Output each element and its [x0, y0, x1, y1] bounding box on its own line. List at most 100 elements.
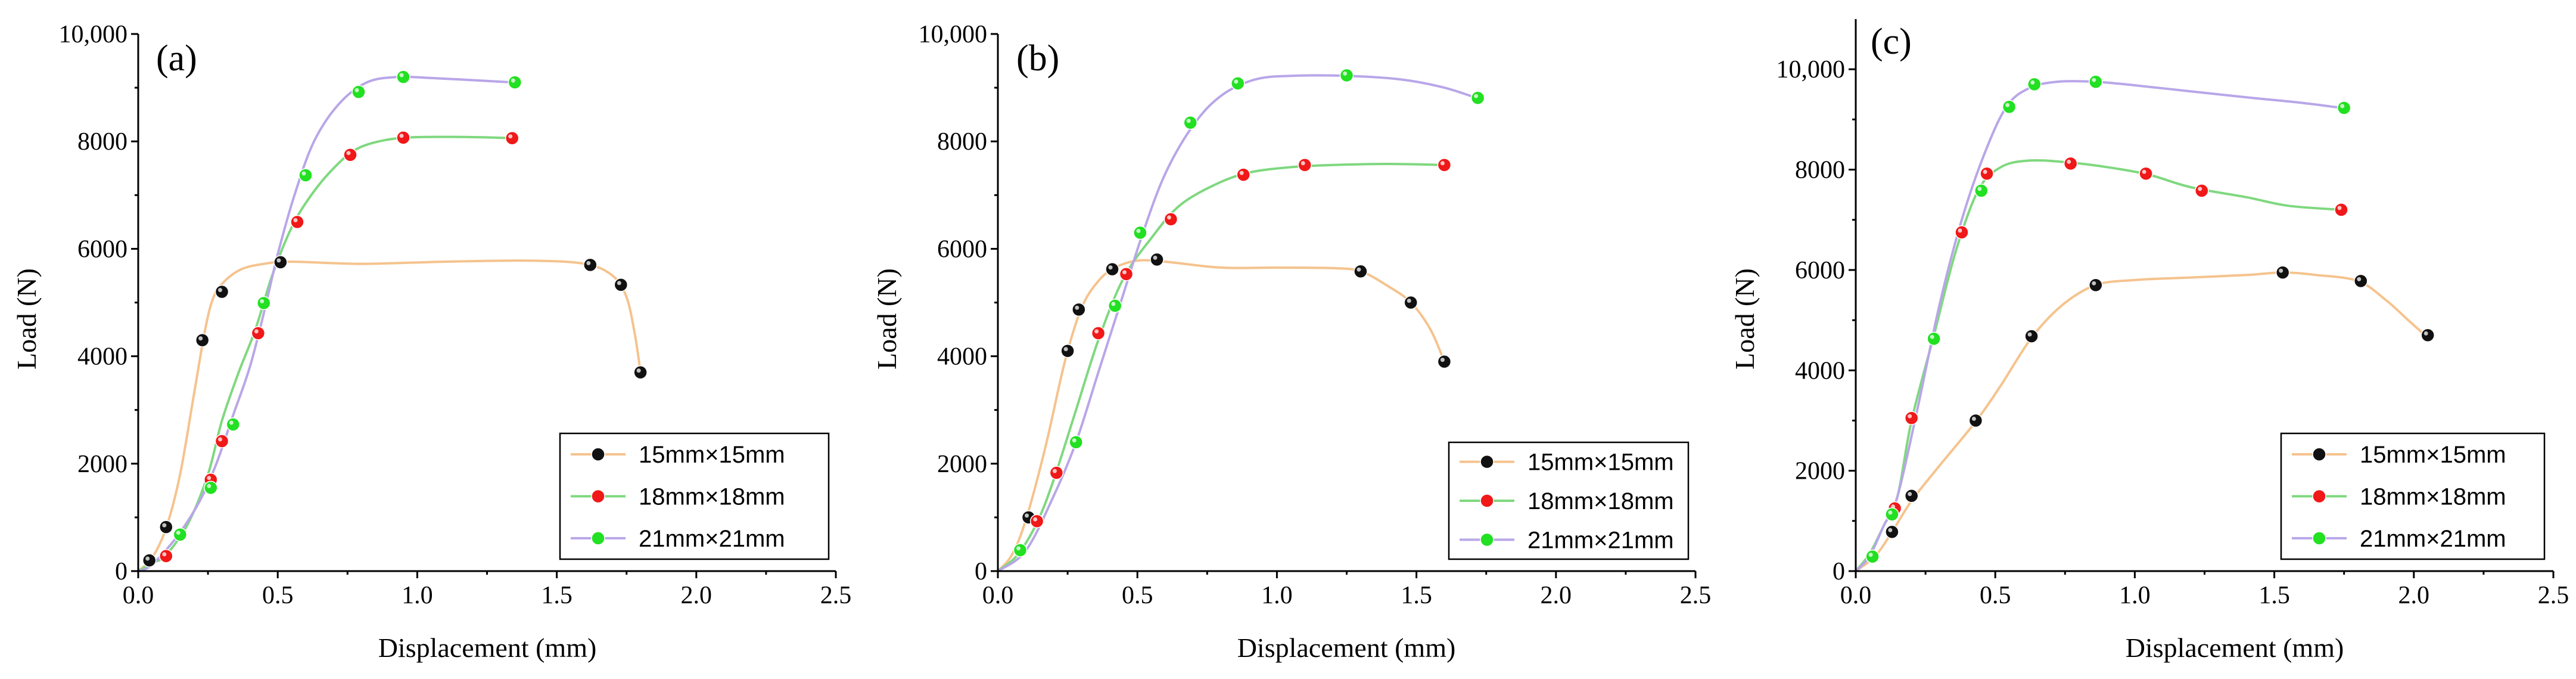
data-point-s3-5: [298, 168, 313, 182]
legend-marker-3: [1480, 532, 1494, 547]
legend-label-3: 21mm×21mm: [1527, 527, 1674, 553]
data-point-highlight: [145, 556, 150, 561]
data-point-highlight: [1075, 305, 1079, 310]
legend-label-1: 15mm×15mm: [2360, 442, 2506, 468]
x-tick-label: 2.5: [2538, 582, 2569, 609]
data-point-highlight: [1301, 161, 1305, 166]
data-point-highlight: [1166, 215, 1171, 220]
data-point-s1-3: [1072, 302, 1086, 317]
data-point-s1-7: [614, 278, 629, 292]
y-tick-label: 10,000: [59, 21, 128, 48]
data-point-s3-2: [204, 480, 218, 495]
y-tick-label: 6000: [1795, 257, 1845, 284]
legend-label-3: 21mm×21mm: [639, 526, 785, 552]
data-point-highlight: [1888, 528, 1893, 532]
data-point-highlight: [207, 476, 211, 480]
data-point-s2-1: [1029, 514, 1044, 528]
data-point-s2-4: [251, 326, 266, 340]
data-point-s1-8: [633, 365, 648, 380]
data-point-highlight: [1971, 417, 1976, 421]
y-tick-label: 10,000: [1777, 56, 1846, 83]
data-point-highlight: [1407, 299, 1411, 303]
data-point-s2-2: [1904, 411, 1919, 425]
legend-label-1: 15mm×15mm: [1527, 449, 1674, 476]
x-tick-label: 1.0: [402, 582, 433, 609]
x-tick-label: 0.0: [123, 582, 154, 609]
data-point-highlight: [2092, 281, 2096, 286]
legend-marker-3: [591, 531, 605, 545]
data-point-highlight: [1958, 228, 1962, 233]
data-point-s3-7: [2089, 75, 2103, 89]
x-tick-label: 1.5: [541, 582, 573, 609]
data-point-highlight: [1983, 169, 1987, 174]
x-tick-label: 2.0: [2398, 582, 2430, 609]
series-line-2: [997, 163, 1446, 572]
data-point-s3-2: [1885, 507, 1899, 522]
chart-panel-b: 0.0 0.5 1.0 1.5 2.0 2.5 0 2000 4000 6000 8000 10,00…: [872, 21, 1711, 663]
series-line-3: [1855, 80, 2342, 572]
data-point-highlight: [1977, 187, 1982, 191]
data-point-highlight: [254, 329, 259, 334]
data-point-highlight: [346, 151, 351, 156]
y-tick-label: 2000: [937, 451, 987, 478]
data-point-s2-7: [396, 131, 410, 145]
x-tick-label: 1.5: [2258, 582, 2290, 609]
legend-label-2: 18mm×18mm: [2360, 484, 2506, 510]
data-point-s2-4: [1119, 266, 1134, 281]
y-tick-label: 6000: [937, 235, 987, 263]
x-axis-label: Displacement (mm): [378, 633, 597, 663]
data-point-s1-2: [1060, 343, 1075, 358]
data-point-s1-2: [1904, 488, 1919, 503]
y-axis-label: Load (N): [1729, 268, 1760, 370]
data-point-highlight: [1033, 517, 1038, 522]
x-tick-label: 0.5: [262, 582, 294, 609]
data-point-s2-6: [2139, 166, 2153, 181]
data-point-highlight: [586, 261, 591, 265]
series-line-3: [997, 74, 1479, 572]
data-point-s1-4: [214, 284, 229, 299]
data-point-s1-3: [1968, 413, 1983, 428]
data-point-s1-1: [142, 553, 157, 568]
data-point-s1-6: [1354, 264, 1368, 278]
data-point-s1-4: [2024, 329, 2039, 343]
y-tick-label: 0: [115, 558, 127, 585]
data-point-highlight: [2337, 206, 2342, 210]
data-point-highlight: [162, 523, 167, 528]
data-point-s3-6: [351, 85, 366, 100]
data-point-highlight: [229, 420, 234, 425]
data-point-highlight: [1474, 94, 1479, 98]
x-axis-label: Displacement (mm): [1237, 633, 1456, 663]
x-tick-label: 1.5: [1401, 582, 1432, 609]
panel-label: (c): [1871, 21, 1912, 62]
data-point-highlight: [1052, 469, 1057, 473]
data-point-s2-6: [343, 147, 357, 162]
data-point-s3-6: [2027, 77, 2042, 92]
data-point-s2-3: [214, 434, 229, 448]
data-point-s2-8: [2334, 203, 2348, 217]
series-line-1: [137, 259, 642, 572]
legend-label-1: 15mm×15mm: [639, 442, 785, 468]
data-point-highlight: [293, 218, 298, 222]
data-point-s2-3: [1955, 225, 1969, 240]
data-point-highlight: [1186, 119, 1191, 123]
data-point-highlight: [1908, 414, 1912, 418]
data-point-s2-4: [1980, 166, 1994, 181]
data-point-highlight: [2027, 332, 2032, 337]
y-tick-label: 0: [975, 558, 987, 585]
legend-label-3: 21mm×21mm: [2360, 526, 2506, 552]
y-axis-label: Load (N): [872, 268, 902, 370]
legend-marker-2: [2312, 489, 2326, 504]
data-point-s3-1: [1865, 549, 1880, 564]
data-point-highlight: [1122, 270, 1127, 275]
data-point-highlight: [399, 134, 404, 138]
data-point-highlight: [508, 134, 513, 139]
data-point-s3-8: [508, 75, 522, 89]
data-point-s2-7: [1298, 158, 1312, 172]
y-tick-label: 4000: [77, 343, 127, 371]
data-point-s2-7: [2195, 184, 2209, 198]
data-point-s3-3: [1107, 299, 1122, 313]
data-point-s2-2: [1049, 466, 1064, 480]
y-tick-label: 6000: [77, 235, 127, 263]
chart-panel-c: 0.0 0.5 1.0 1.5 2.0 2.5 0 2000 4000 6000 8000 10,00…: [1729, 19, 2569, 663]
data-point-s3-5: [2002, 100, 2017, 114]
